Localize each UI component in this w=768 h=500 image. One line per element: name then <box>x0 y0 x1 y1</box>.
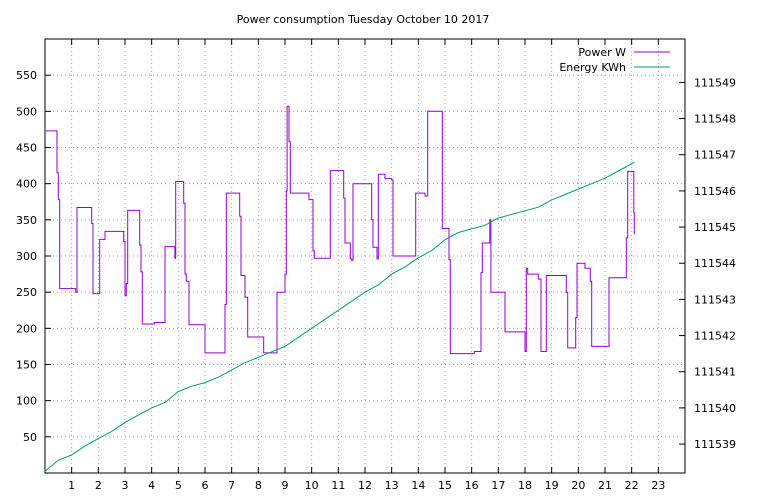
axis-ticks: 1 2 3 4 5 6 7 8 9 10 11 12 13 14 15 16 17 18 19 20 21 22 23501… <box>16 39 736 492</box>
y-left-tick-label: 50 <box>23 431 37 444</box>
series-line-power-w <box>45 105 635 355</box>
x-tick-label: 4 <box>148 479 155 492</box>
grid-lines <box>45 39 685 473</box>
x-tick-label: 20 <box>571 479 585 492</box>
x-tick-label: 12 <box>358 479 372 492</box>
x-tick-label: 3 <box>122 479 129 492</box>
y-right-tick-label: 111549 <box>694 76 736 89</box>
y-right-tick-label: 111541 <box>694 366 736 379</box>
x-tick-label: 9 <box>282 479 289 492</box>
x-tick-label: 2 <box>95 479 102 492</box>
y-left-tick-label: 550 <box>16 69 37 82</box>
x-tick-label: 11 <box>331 479 345 492</box>
y-right-tick-label: 111547 <box>694 149 736 162</box>
y-right-tick-label: 111544 <box>694 257 736 270</box>
series-line-energy-kwh <box>44 161 635 472</box>
y-left-tick-label: 450 <box>16 142 37 155</box>
x-tick-label: 18 <box>518 479 532 492</box>
y-right-tick-label: 111546 <box>694 185 736 198</box>
y-left-tick-label: 150 <box>16 359 37 372</box>
y-right-tick-label: 111543 <box>694 293 736 306</box>
y-left-tick-label: 300 <box>16 250 37 263</box>
x-tick-label: 1 <box>68 479 75 492</box>
legend-label: Energy KWh <box>559 61 626 74</box>
y-right-tick-label: 111545 <box>694 221 736 234</box>
x-tick-label: 8 <box>255 479 262 492</box>
x-tick-label: 23 <box>651 479 665 492</box>
x-tick-label: 5 <box>175 479 182 492</box>
y-right-tick-label: 111540 <box>694 402 736 415</box>
x-tick-label: 14 <box>411 479 425 492</box>
y-left-tick-label: 350 <box>16 214 37 227</box>
y-left-tick-label: 100 <box>16 395 37 408</box>
x-tick-label: 13 <box>385 479 399 492</box>
y-right-tick-label: 111548 <box>694 113 736 126</box>
x-tick-label: 10 <box>305 479 319 492</box>
y-left-tick-label: 250 <box>16 286 37 299</box>
x-tick-label: 15 <box>438 479 452 492</box>
legend: Power W Energy KWh <box>559 46 670 74</box>
x-tick-label: 16 <box>465 479 479 492</box>
y-right-tick-label: 111542 <box>694 330 736 343</box>
x-tick-label: 7 <box>228 479 235 492</box>
y-right-tick-label: 111539 <box>694 438 736 451</box>
chart-title: Power consumption Tuesday October 10 201… <box>237 13 490 26</box>
y-left-tick-label: 500 <box>16 105 37 118</box>
x-tick-label: 22 <box>625 479 639 492</box>
x-tick-label: 6 <box>202 479 209 492</box>
series-lines <box>44 105 635 472</box>
x-tick-label: 17 <box>491 479 505 492</box>
x-tick-label: 19 <box>545 479 559 492</box>
x-tick-label: 21 <box>598 479 612 492</box>
y-left-tick-label: 200 <box>16 322 37 335</box>
y-left-tick-label: 400 <box>16 178 37 191</box>
legend-label: Power W <box>578 46 626 59</box>
